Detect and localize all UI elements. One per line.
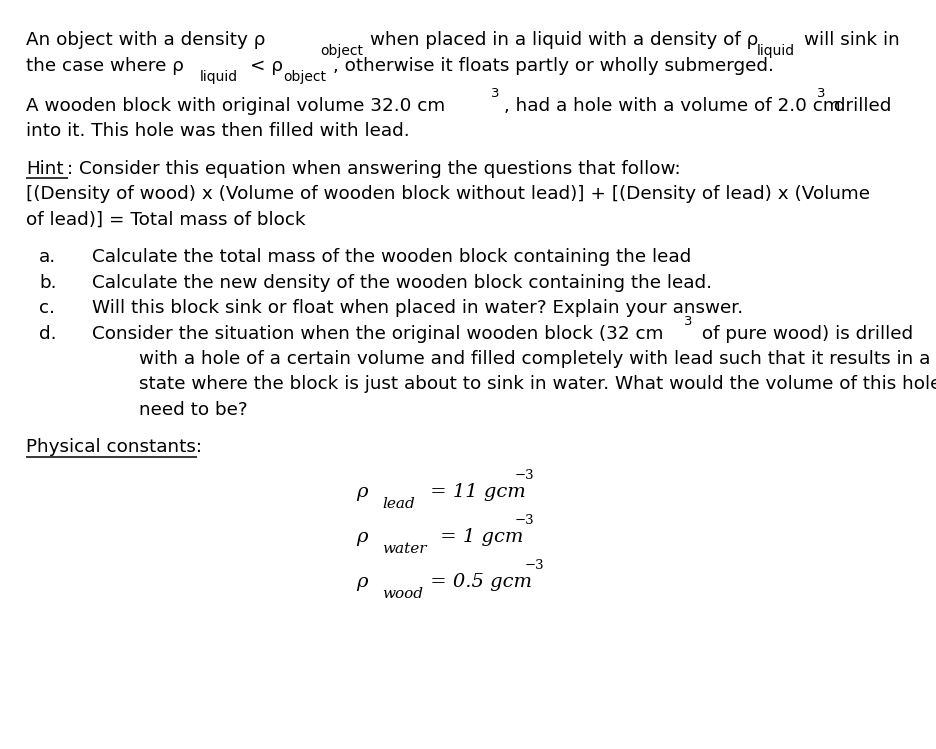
Text: −3: −3 bbox=[514, 515, 534, 527]
Text: the case where ρ: the case where ρ bbox=[26, 57, 183, 75]
Text: A wooden block with original volume 32.0 cm: A wooden block with original volume 32.0… bbox=[26, 97, 445, 115]
Text: = 0.5 gcm: = 0.5 gcm bbox=[424, 573, 532, 591]
Text: 3: 3 bbox=[816, 88, 825, 100]
Text: [(Density of wood) x (Volume of wooden block without lead)] + [(Density of lead): [(Density of wood) x (Volume of wooden b… bbox=[26, 185, 870, 203]
Text: drilled: drilled bbox=[827, 97, 891, 115]
Text: = 11 gcm: = 11 gcm bbox=[424, 483, 526, 501]
Text: d.: d. bbox=[39, 324, 57, 342]
Text: ρ: ρ bbox=[356, 573, 367, 591]
Text: lead: lead bbox=[382, 497, 415, 511]
Text: , had a hole with a volume of 2.0 cm: , had a hole with a volume of 2.0 cm bbox=[504, 97, 840, 115]
Text: with a hole of a certain volume and filled completely with lead such that it res: with a hole of a certain volume and fill… bbox=[139, 350, 929, 368]
Text: : Consider this equation when answering the questions that follow:: : Consider this equation when answering … bbox=[66, 160, 680, 178]
Text: wood: wood bbox=[382, 586, 423, 601]
Text: of pure wood) is drilled: of pure wood) is drilled bbox=[695, 324, 913, 342]
Text: −3: −3 bbox=[524, 560, 544, 572]
Text: Will this block sink or float when placed in water? Explain your answer.: Will this block sink or float when place… bbox=[92, 299, 742, 317]
Text: Calculate the total mass of the wooden block containing the lead: Calculate the total mass of the wooden b… bbox=[92, 248, 691, 266]
Text: −3: −3 bbox=[515, 470, 534, 482]
Text: Hint: Hint bbox=[26, 160, 64, 178]
Text: Consider the situation when the original wooden block (32 cm: Consider the situation when the original… bbox=[92, 324, 663, 342]
Text: a.: a. bbox=[39, 248, 56, 266]
Text: will sink in: will sink in bbox=[803, 31, 899, 49]
Text: into it. This hole was then filled with lead.: into it. This hole was then filled with … bbox=[26, 122, 409, 140]
Text: of lead)] = Total mass of block: of lead)] = Total mass of block bbox=[26, 210, 305, 228]
Text: < ρ: < ρ bbox=[250, 57, 283, 75]
Text: c.: c. bbox=[39, 299, 55, 317]
Text: water: water bbox=[382, 542, 426, 556]
Text: Physical constants:: Physical constants: bbox=[26, 438, 202, 456]
Text: 3: 3 bbox=[683, 315, 692, 328]
Text: when placed in a liquid with a density of ρ: when placed in a liquid with a density o… bbox=[370, 31, 757, 49]
Text: need to be?: need to be? bbox=[139, 401, 247, 419]
Text: b.: b. bbox=[39, 273, 57, 291]
Text: 3: 3 bbox=[490, 88, 499, 100]
Text: state where the block is just about to sink in water. What would the volume of t: state where the block is just about to s… bbox=[139, 375, 936, 393]
Text: = 1 gcm: = 1 gcm bbox=[433, 528, 522, 546]
Text: object: object bbox=[283, 70, 326, 84]
Text: ρ: ρ bbox=[356, 483, 367, 501]
Text: , otherwise it floats partly or wholly submerged.: , otherwise it floats partly or wholly s… bbox=[332, 57, 773, 75]
Text: object: object bbox=[320, 43, 363, 58]
Text: ρ: ρ bbox=[356, 528, 367, 546]
Text: liquid: liquid bbox=[199, 70, 238, 84]
Text: Calculate the new density of the wooden block containing the lead.: Calculate the new density of the wooden … bbox=[92, 273, 711, 291]
Text: liquid: liquid bbox=[756, 43, 795, 58]
Text: An object with a density ρ: An object with a density ρ bbox=[26, 31, 265, 49]
